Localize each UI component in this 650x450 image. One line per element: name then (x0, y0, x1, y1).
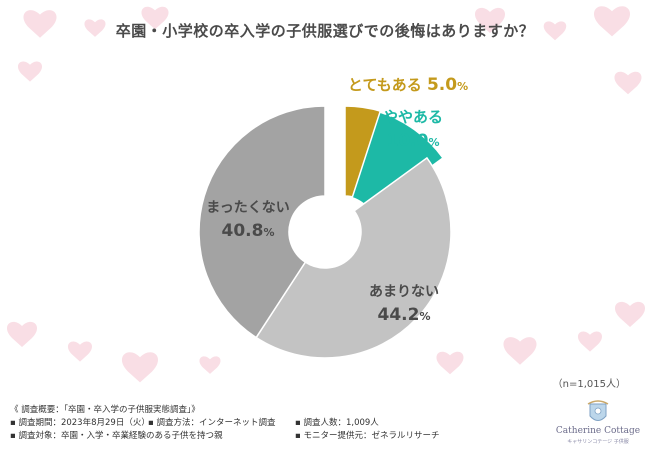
slice-label-2: ややある (383, 108, 443, 126)
slice-4 (198, 105, 326, 339)
slice-label-3: あまりない (369, 284, 439, 300)
survey-period: ▪ 調査期間：2023年8月29日（火） (10, 418, 150, 428)
logo-name: Catherine Cottage (555, 426, 641, 436)
slice-label-4: まったくない (206, 200, 289, 216)
slice-value-2: 10.0% (387, 131, 440, 151)
chart-title: 卒園・小学校の卒入学の子供服選びでの後悔はありますか？ (115, 22, 535, 40)
logo-kana: キャサリンコテージ 子供服 (567, 439, 629, 445)
slice-value-1: 5.0 (427, 75, 457, 95)
survey-target: ▪ 調査対象：卒園・入学・卒業経験のある子供を持つ親 (10, 431, 223, 441)
slice-3 (255, 156, 452, 359)
brand-logo: Catherine Cottage キャサリンコテージ 子供服 (548, 398, 648, 448)
slice-value-3: 44.2% (378, 305, 431, 325)
crest-icon (587, 400, 609, 421)
survey-count: ▪ 調査人数：1,009人 (295, 418, 379, 428)
slice-2 (351, 111, 444, 212)
slice-label-1: とてもある 5.0% (348, 75, 468, 95)
slice-value-4: 40.8% (222, 221, 275, 241)
survey-heading: 《 調査概要：「卒園・卒入学の子供服実態調査」》 (10, 405, 200, 415)
sample-size: （n=1,015人） (552, 379, 626, 390)
survey-method: ▪ 調査方法：インターネット調査 (148, 418, 276, 428)
survey-provider: ▪ モニター提供元：ゼネラルリサーチ (295, 431, 440, 441)
survey-summary: 《 調査概要：「卒園・卒入学の子供服実態調査」》 ▪ 調査期間：2023年8月2… (10, 404, 530, 443)
